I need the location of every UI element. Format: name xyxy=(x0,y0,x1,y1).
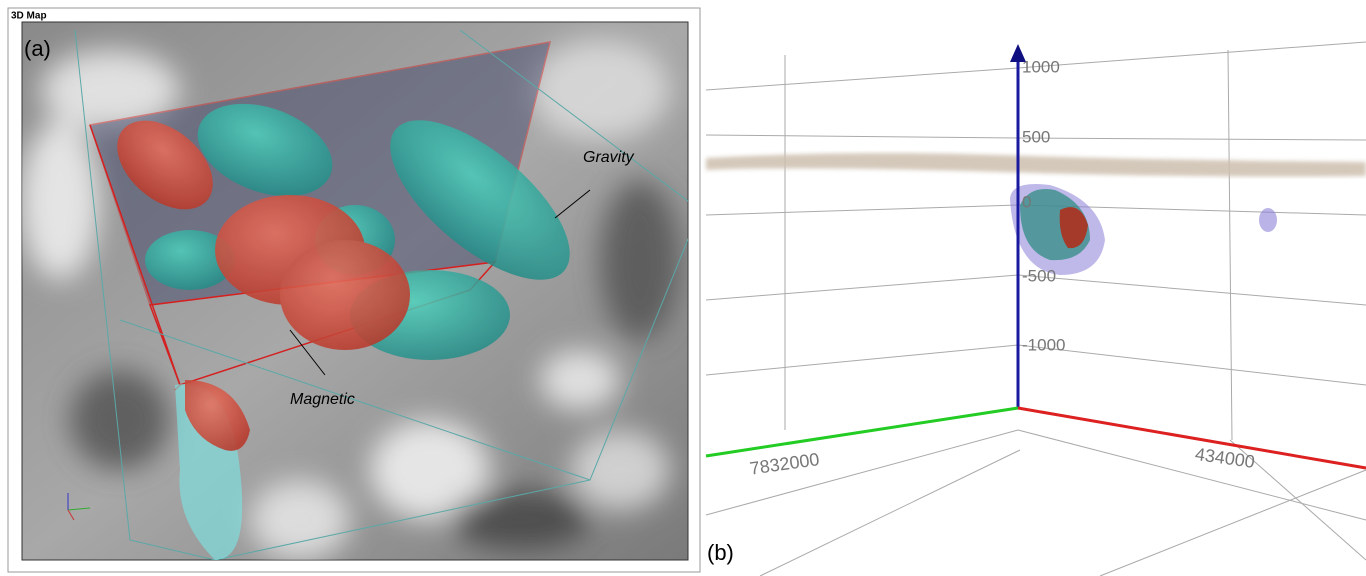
depth-label: -500 xyxy=(1022,266,1056,285)
iso-body xyxy=(1059,207,1088,249)
z-axis-arrow xyxy=(1010,44,1026,62)
axis-gizmo xyxy=(67,493,91,521)
axis-label: 7832000 xyxy=(748,449,820,479)
annotation: Magnetic xyxy=(290,391,355,408)
window-title: 3D Map xyxy=(11,11,47,22)
depth-label: 500 xyxy=(1022,127,1050,146)
magnetic-arrow xyxy=(289,329,326,376)
panel-label: (b) xyxy=(707,540,734,565)
iso-body xyxy=(1259,208,1277,232)
y-axis xyxy=(705,406,1019,458)
depth-label: -1000 xyxy=(1022,335,1065,354)
surface-layer xyxy=(706,153,1366,177)
grid xyxy=(705,41,1366,576)
annotation: Gravity xyxy=(583,149,635,166)
depth-labels: 1000 500 0 -500 -1000 xyxy=(1022,57,1065,354)
depth-label: 1000 xyxy=(1022,57,1060,76)
panel-a: 3D Map xyxy=(7,7,701,573)
gravity-arrow xyxy=(554,189,591,219)
x-axis xyxy=(1017,406,1366,470)
terrain xyxy=(22,29,688,560)
panel-b: 1000 500 0 -500 -1000 7832000 434000 (b) xyxy=(705,41,1366,576)
depth-label: 0 xyxy=(1022,192,1031,211)
panel-label: (a) xyxy=(24,36,51,61)
